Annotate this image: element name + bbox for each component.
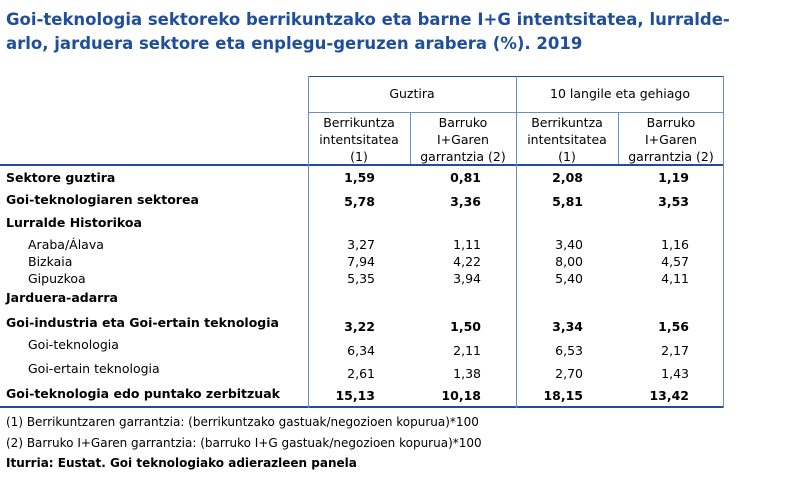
col-header-4-line-2: I+Garen [645,132,697,147]
col-header-1-line-2: intentsitatea [319,132,399,147]
col-header-2-line-2: I+Garen [437,132,489,147]
title-line-2: arlo, jarduera sektore eta enplegu-geruz… [6,34,583,53]
table-cell: 18,15 [543,388,583,403]
row-label-goi-ertain: Goi-ertain teknologia [28,361,160,376]
table-cell: 2,17 [661,343,689,358]
row-label-sektore-guztira: Sektore guztira [6,170,116,185]
col-divider-right [723,76,724,408]
row-label-goi-teknologia-zerbitzuak: Goi-teknologia edo puntako zerbitzuak [6,386,280,401]
col-header-3-line-3: (1) [558,149,576,164]
col-header-2: Barruko I+Garen garrantzia (2) [410,114,516,165]
header-bottom-rule [0,164,724,166]
table-cell: 1,43 [661,366,689,381]
table-cell: 3,27 [347,237,375,252]
table-cell: 2,08 [552,170,583,185]
table-cell: 7,94 [347,254,375,269]
page-title: Goi-teknologia sektoreko berrikuntzako e… [6,8,796,56]
table-cell: 4,22 [453,254,481,269]
table-cell: 5,40 [555,271,583,286]
col-header-2-line-1: Barruko [438,115,488,130]
table-cell: 6,34 [347,343,375,358]
footnote-1: (1) Berrikuntzaren garrantzia: (berrikun… [6,415,479,429]
table-cell: 3,36 [450,194,481,209]
col-header-4-line-3: garrantzia (2) [628,149,714,164]
table-cell: 1,38 [453,366,481,381]
table-cell: 8,00 [555,254,583,269]
row-label-bizkaia: Bizkaia [28,254,73,269]
table-cell: 5,78 [344,194,375,209]
table-cell: 3,94 [453,271,481,286]
data-table: Guztira 10 langile eta gehiago Berrikunt… [0,76,724,408]
row-label-goi-teknologiaren-sektorea: Goi-teknologiaren sektorea [6,192,199,207]
table-cell: 4,11 [661,271,689,286]
table-cell: 2,61 [347,366,375,381]
table-cell: 1,11 [453,237,481,252]
col-header-1-line-3: (1) [350,149,368,164]
table-cell: 3,34 [552,319,583,334]
table-cell: 5,35 [347,271,375,286]
source-note: Iturria: Eustat. Goi teknologiako adiera… [6,456,357,470]
col-header-4-line-1: Barruko [646,115,696,130]
row-label-goi-teknologia: Goi-teknologia [28,337,119,352]
row-label-goi-industria: Goi-industria eta Goi-ertain teknologia [6,315,279,330]
table-cell: 3,22 [344,319,375,334]
col-divider-2 [410,112,411,164]
col-header-1: Berrikuntza intentsitatea (1) [308,114,410,165]
col-header-3-line-1: Berrikuntza [531,115,603,130]
row-label-gipuzkoa: Gipuzkoa [28,271,86,286]
table-cell: 2,70 [555,366,583,381]
table-cell: 1,56 [658,319,689,334]
col-header-3: Berrikuntza intentsitatea (1) [516,114,618,165]
table-cell: 10,18 [441,388,481,403]
row-label-araba: Araba/Álava [28,237,104,252]
col-header-3-line-2: intentsitatea [527,132,607,147]
title-line-1: Goi-teknologia sektoreko berrikuntzako e… [6,10,730,29]
table-cell: 3,40 [555,237,583,252]
group-header-10-langile: 10 langile eta gehiago [550,86,690,101]
table-cell: 3,53 [658,194,689,209]
table-cell: 2,11 [453,343,481,358]
col-header-4: Barruko I+Garen garrantzia (2) [618,114,724,165]
col-divider-4 [618,112,619,164]
col-header-2-line-3: garrantzia (2) [420,149,506,164]
col-divider-3 [516,76,517,408]
table-cell: 4,57 [661,254,689,269]
footnote-2: (2) Barruko I+Garen garrantzia: (barruko… [6,436,482,450]
table-cell: 1,59 [344,170,375,185]
table-cell: 15,13 [335,388,375,403]
table-bottom-rule [0,406,724,408]
table-cell: 0,81 [450,170,481,185]
group-header-guztira: Guztira [389,86,435,101]
table-cell: 1,50 [450,319,481,334]
table-cell: 6,53 [555,343,583,358]
col-header-1-line-1: Berrikuntza [323,115,395,130]
row-label-lurralde-historikoa: Lurralde Historikoa [6,215,142,230]
table-cell: 5,81 [552,194,583,209]
table-cell: 1,19 [658,170,689,185]
table-cell: 13,42 [649,388,689,403]
row-label-jarduera-adarra: Jarduera-adarra [6,290,118,305]
col-divider-1 [308,76,309,408]
table-cell: 1,16 [661,237,689,252]
